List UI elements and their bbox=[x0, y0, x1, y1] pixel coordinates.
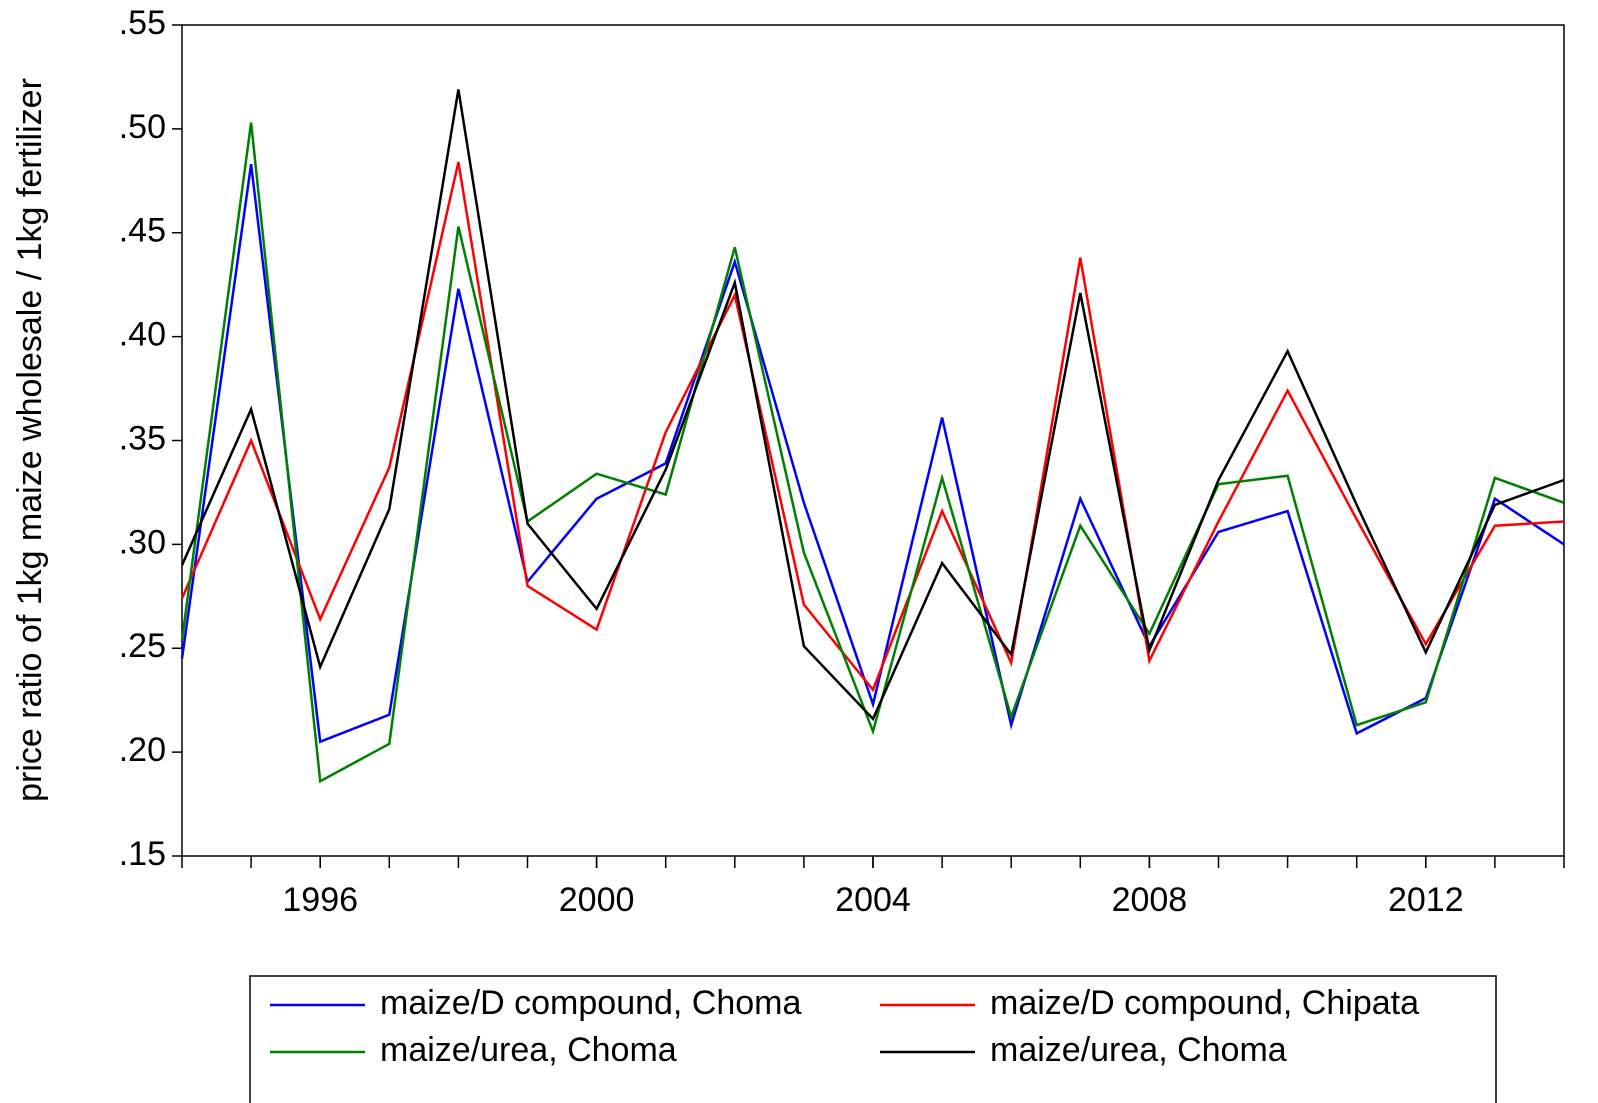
y-tick-label: .45 bbox=[119, 212, 166, 250]
y-axis-label: price ratio of 1kg maize wholesale / 1kg… bbox=[11, 78, 49, 802]
legend-label: maize/D compound, Choma bbox=[380, 984, 802, 1022]
x-tick-label: 1996 bbox=[282, 881, 358, 919]
y-tick-label: .40 bbox=[119, 316, 166, 354]
legend-label: maize/urea, Choma bbox=[990, 1031, 1287, 1069]
y-tick-label: .35 bbox=[119, 419, 166, 457]
series-line bbox=[180, 164, 1565, 744]
legend-box bbox=[249, 975, 1497, 1103]
series-line bbox=[180, 161, 1565, 693]
x-tick-label: 2008 bbox=[1112, 881, 1188, 919]
y-tick-label: .55 bbox=[119, 4, 166, 42]
x-tick-label: 2012 bbox=[1388, 881, 1464, 919]
series-line bbox=[180, 122, 1565, 784]
legend-label: maize/D compound, Chipata bbox=[990, 984, 1419, 1022]
series-line bbox=[180, 89, 1565, 722]
y-tick-label: .15 bbox=[119, 835, 166, 873]
x-tick-label: 2000 bbox=[559, 881, 635, 919]
y-tick-label: .50 bbox=[119, 108, 166, 146]
y-tick-label: .20 bbox=[119, 731, 166, 769]
y-tick-label: .30 bbox=[119, 523, 166, 561]
y-tick-label: .25 bbox=[119, 627, 166, 665]
legend-label: maize/urea, Choma bbox=[380, 1031, 677, 1069]
x-tick-label: 2004 bbox=[835, 881, 911, 919]
